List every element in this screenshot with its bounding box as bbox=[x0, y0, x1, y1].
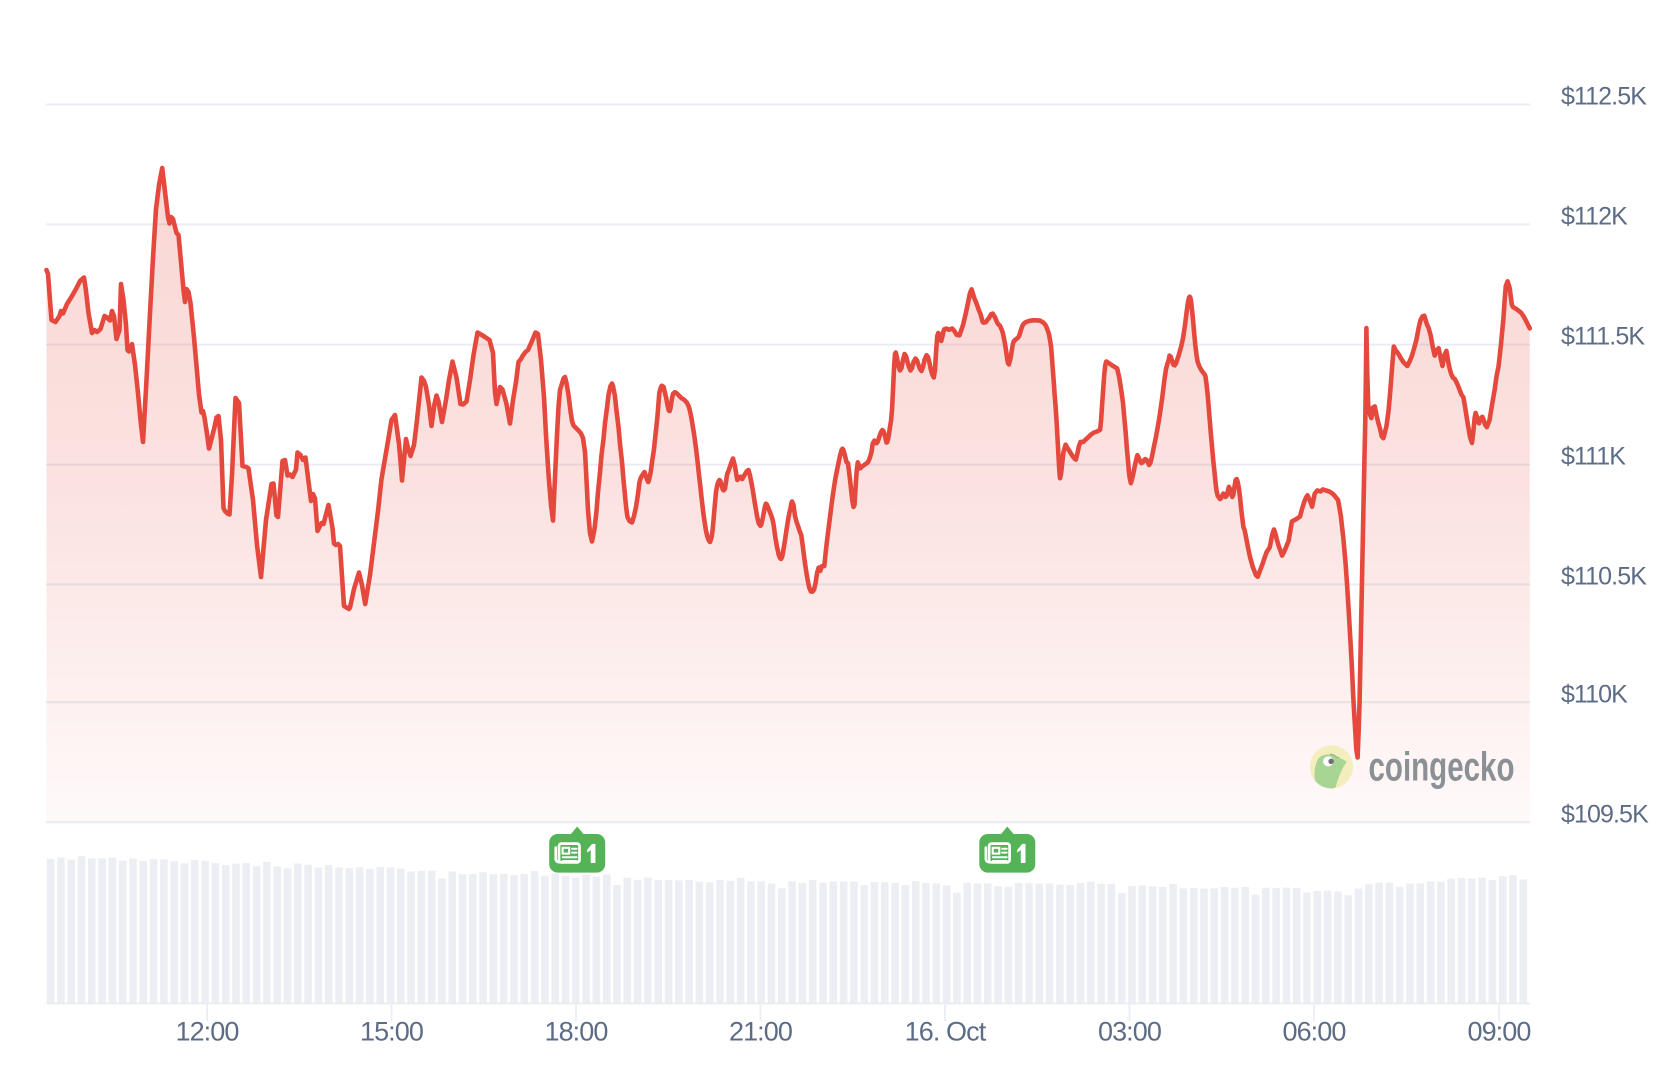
svg-text:16. Oct: 16. Oct bbox=[905, 1017, 987, 1047]
svg-text:$111K: $111K bbox=[1561, 443, 1626, 471]
svg-text:18:00: 18:00 bbox=[544, 1017, 607, 1047]
svg-text:$109.5K: $109.5K bbox=[1561, 800, 1649, 828]
svg-text:09:00: 09:00 bbox=[1467, 1017, 1530, 1047]
svg-text:$110.5K: $110.5K bbox=[1561, 562, 1647, 590]
svg-text:$112K: $112K bbox=[1561, 202, 1628, 230]
svg-text:12:00: 12:00 bbox=[175, 1017, 238, 1047]
svg-text:03:00: 03:00 bbox=[1098, 1017, 1161, 1047]
svg-text:06:00: 06:00 bbox=[1282, 1017, 1345, 1047]
svg-text:$110K: $110K bbox=[1561, 680, 1628, 708]
svg-text:coingecko: coingecko bbox=[1369, 744, 1515, 790]
svg-text:21:00: 21:00 bbox=[729, 1017, 792, 1047]
svg-text:$112.5K: $112.5K bbox=[1561, 83, 1647, 111]
svg-text:15:00: 15:00 bbox=[360, 1017, 423, 1047]
svg-text:$111.5K: $111.5K bbox=[1561, 323, 1645, 351]
